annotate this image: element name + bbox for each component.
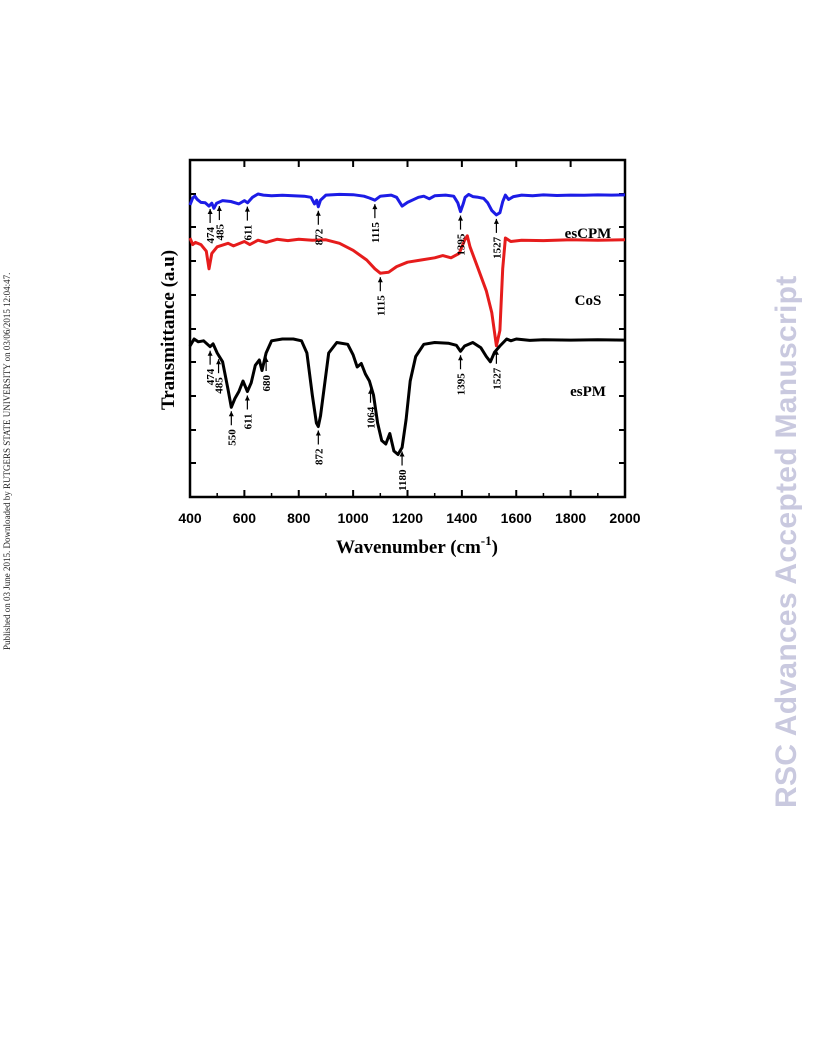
peak-arrow-head bbox=[244, 206, 250, 212]
peak-arrow-head bbox=[377, 277, 383, 283]
series-layer bbox=[188, 192, 626, 456]
peak-arrow-head bbox=[458, 355, 464, 361]
peak-label: 1527 bbox=[491, 236, 503, 259]
series-line-escpm bbox=[188, 192, 626, 217]
peak-arrow-head bbox=[216, 206, 222, 212]
plot-frame bbox=[188, 158, 627, 499]
peak-label: 1395 bbox=[456, 373, 468, 396]
peak-arrow-head bbox=[207, 350, 213, 356]
peak-label: 550 bbox=[226, 429, 238, 446]
peak-arrow-head bbox=[458, 215, 464, 221]
series-line-espm bbox=[188, 337, 626, 456]
peak-label: 474 bbox=[205, 368, 217, 385]
peak-arrow-head bbox=[315, 210, 321, 216]
x-tick-label: 1400 bbox=[446, 510, 477, 526]
x-tick-label: 1800 bbox=[555, 510, 586, 526]
peak-label: 1395 bbox=[456, 233, 468, 256]
peak-arrow-head bbox=[244, 395, 250, 401]
x-tick-label: 800 bbox=[287, 510, 311, 526]
series-label-cos: CoS bbox=[575, 293, 602, 309]
peak-label: 485 bbox=[214, 224, 226, 241]
peak-label: 611 bbox=[242, 414, 254, 430]
peak-arrow-head bbox=[315, 430, 321, 436]
peak-arrow-head bbox=[263, 357, 269, 362]
peak-arrow-head bbox=[368, 388, 374, 394]
x-tick-label: 1000 bbox=[338, 510, 369, 526]
peak-label: 1527 bbox=[491, 367, 503, 390]
peak-label: 872 bbox=[313, 448, 325, 465]
x-tick-label: 600 bbox=[233, 510, 257, 526]
peak-arrow-head bbox=[216, 359, 222, 365]
y-axis-ticks bbox=[190, 159, 625, 498]
x-axis-ticks: 400 600 800 1000 1200 1400 1600 1800 2000 bbox=[178, 160, 641, 526]
y-axis-title: Transmittance (a.u) bbox=[158, 250, 179, 410]
peak-label: 1115 bbox=[375, 295, 387, 316]
peak-label: 485 bbox=[214, 377, 226, 394]
peak-arrow-head bbox=[399, 451, 405, 457]
peak-arrow-head bbox=[207, 208, 213, 214]
x-tick-label: 2000 bbox=[609, 510, 640, 526]
peak-arrow-head bbox=[493, 218, 499, 224]
x-tick-label: 1600 bbox=[501, 510, 532, 526]
peak-arrow-head bbox=[493, 349, 499, 355]
peak-label: 680 bbox=[261, 375, 273, 392]
x-tick-label: 1200 bbox=[392, 510, 423, 526]
x-axis-title: Wavenumber (cm-1) bbox=[336, 533, 498, 558]
peak-label: 1180 bbox=[397, 469, 409, 491]
series-label-espm: esPM bbox=[570, 384, 606, 400]
peak-arrow-head bbox=[228, 411, 234, 417]
series-labels: esCPM CoS esPM bbox=[565, 226, 612, 400]
peak-arrow-head bbox=[372, 204, 378, 210]
series-label-escpm: esCPM bbox=[565, 226, 612, 242]
peak-label: 611 bbox=[242, 225, 254, 241]
peak-label: 1115 bbox=[370, 222, 382, 243]
peak-label: 872 bbox=[313, 228, 325, 245]
x-tick-label: 400 bbox=[178, 510, 202, 526]
series-line-cos bbox=[188, 234, 626, 348]
peak-label: 1064 bbox=[366, 406, 378, 429]
peak-label: 474 bbox=[205, 226, 217, 243]
